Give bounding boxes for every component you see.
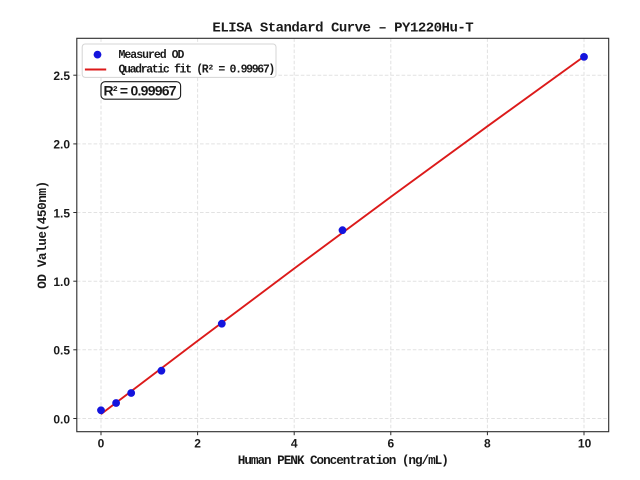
- svg-text:Human PENK Concentration (ng/m: Human PENK Concentration (ng/mL): [238, 453, 448, 468]
- svg-text:6: 6: [387, 437, 394, 451]
- svg-text:0.5: 0.5: [53, 344, 70, 358]
- svg-text:0: 0: [98, 437, 105, 451]
- svg-text:Measured OD: Measured OD: [119, 49, 185, 62]
- svg-text:4: 4: [291, 437, 298, 451]
- svg-text:Quadratic fit (R² = 0.99967): Quadratic fit (R² = 0.99967): [119, 63, 274, 76]
- svg-text:1.0: 1.0: [53, 275, 70, 289]
- svg-text:2.5: 2.5: [53, 69, 70, 83]
- svg-text:2.0: 2.0: [53, 138, 70, 152]
- svg-text:ELISA Standard Curve – PY1220H: ELISA Standard Curve – PY1220Hu-T: [212, 21, 473, 37]
- svg-text:OD Value(450nm): OD Value(450nm): [35, 181, 50, 288]
- svg-text:2: 2: [194, 437, 201, 451]
- svg-text:1.5: 1.5: [53, 206, 70, 220]
- svg-text:R² = 0.99967: R² = 0.99967: [104, 83, 177, 99]
- svg-text:8: 8: [484, 437, 491, 451]
- svg-text:10: 10: [578, 437, 592, 451]
- svg-text:0.0: 0.0: [53, 412, 70, 426]
